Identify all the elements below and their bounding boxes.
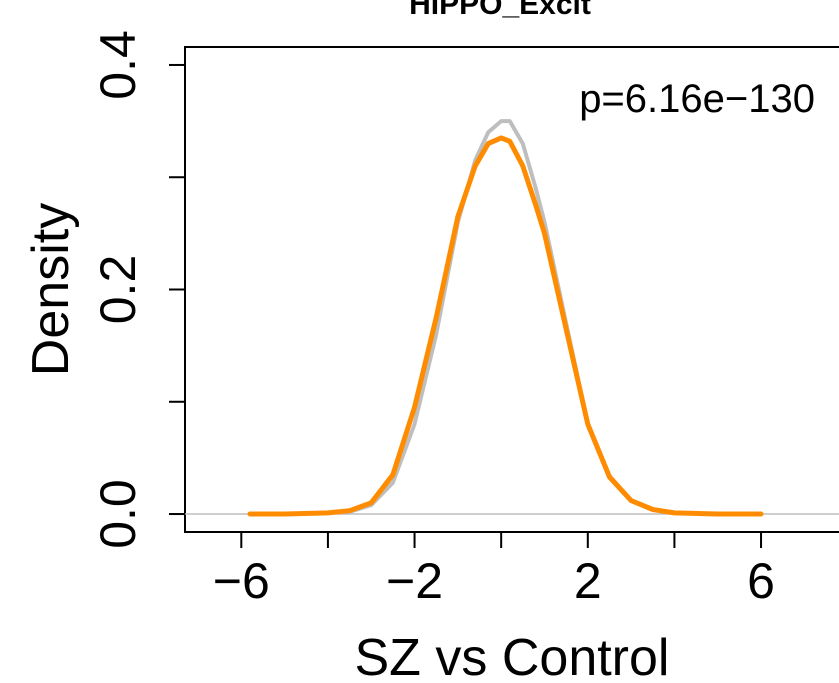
x-axis-title: SZ vs Control (355, 629, 670, 683)
highlight-density-line (247, 135, 764, 517)
series-layer (247, 119, 764, 517)
x-tick-label: 2 (574, 553, 602, 609)
y-tick-label: 0.2 (90, 255, 146, 325)
x-axis: −6 −2 2 6 (213, 532, 775, 609)
y-axis-title: Density (22, 203, 80, 376)
background-density-line (248, 119, 763, 516)
chart-title: HIPPO_Excit (409, 0, 591, 21)
y-tick-label: 0.4 (90, 30, 146, 100)
y-axis: 0.0 0.2 0.4 (90, 30, 185, 549)
x-tick-label: 6 (747, 553, 775, 609)
y-tick-label: 0.0 (90, 479, 146, 549)
p-value-annotation: p=6.16e−130 (579, 77, 815, 121)
x-tick-label: −2 (386, 553, 443, 609)
x-tick-label: −6 (213, 553, 270, 609)
